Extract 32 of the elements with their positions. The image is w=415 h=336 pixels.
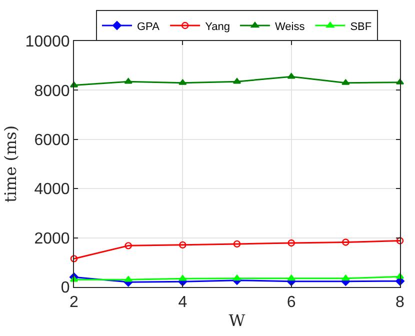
point [342,274,350,280]
point [232,78,242,84]
y-tick-label: 4000 [34,181,70,198]
point [342,79,350,85]
point [287,73,296,79]
legend-label: GPA [137,20,160,33]
y-tick-label: 2000 [34,230,70,248]
point [178,275,187,281]
x-tick-label: 4 [178,294,188,312]
legend-label: Yang [205,20,230,33]
y-axis-title: time (ms) [1,125,20,203]
x-axis-title: W [228,310,246,330]
y-tick-label: 0 [60,280,70,297]
x-tick-label: 8 [396,294,405,312]
x-tick-label: 6 [286,294,296,312]
point [233,240,241,248]
y-tick-label: 8000 [34,82,70,100]
legend-label: SBF [350,20,372,33]
point [288,239,295,247]
point [342,238,350,246]
x-tick-label: 2 [70,294,79,312]
y-tick-label: 6000 [34,132,70,149]
point [124,78,132,84]
point [124,242,132,250]
point [70,255,78,262]
legend-label: Weiss [274,20,306,33]
point [287,274,296,280]
y-tick-label: 10000 [25,34,70,51]
point [179,241,186,249]
point [396,237,404,244]
point [124,276,132,282]
point [178,79,187,85]
